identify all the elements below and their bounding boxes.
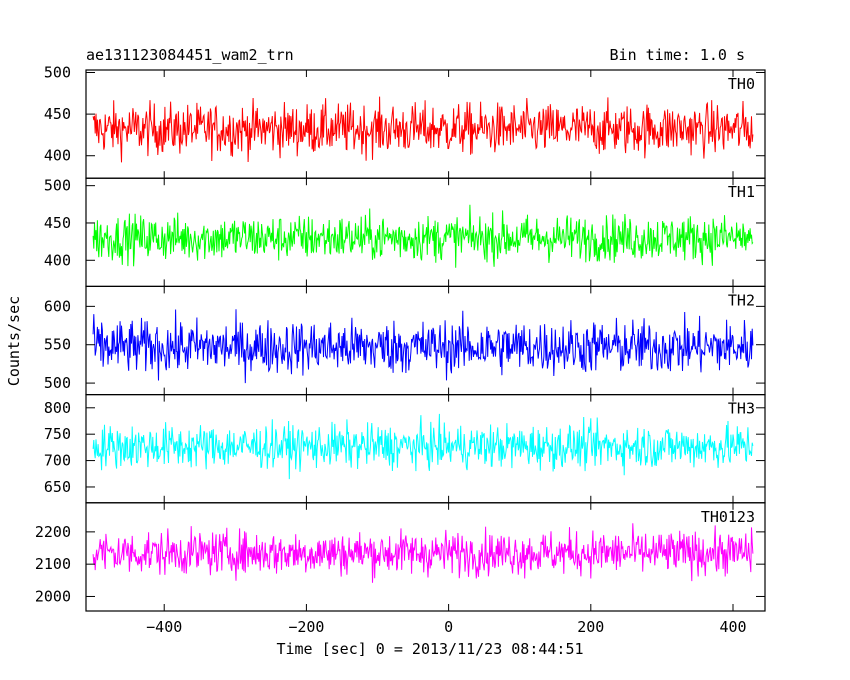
y-tick-label: 400	[44, 251, 71, 269]
x-tick-label: 0	[444, 618, 453, 636]
panel-label-th2: TH2	[728, 291, 755, 309]
series-th3	[92, 413, 754, 480]
series-th0123	[92, 523, 754, 583]
y-tick-label: 700	[44, 452, 71, 470]
y-tick-label: 500	[44, 63, 71, 81]
x-tick-label: −200	[288, 618, 324, 636]
panel-frame-th0123	[85, 502, 766, 612]
series-th1	[92, 204, 754, 268]
x-tick-label: −400	[146, 618, 182, 636]
panel-label-th0123: TH0123	[701, 508, 755, 526]
y-tick-label: 500	[44, 177, 71, 195]
y-tick-label: 2200	[35, 523, 71, 541]
panel-label-th1: TH1	[728, 183, 755, 201]
y-tick-label: 800	[44, 399, 71, 417]
panels-group: 400 450 500 TH0 400 450 500 TH1 500 550 600 TH2 650 7…	[35, 63, 766, 636]
y-tick-label: 650	[44, 478, 71, 496]
x-tick-label: 200	[577, 618, 604, 636]
y-tick-label: 500	[44, 374, 71, 392]
y-tick-label: 450	[44, 214, 71, 232]
y-tick-label: 750	[44, 425, 71, 443]
x-tick-label: 400	[719, 618, 746, 636]
y-tick-label: 2100	[35, 555, 71, 573]
panel-label-th3: TH3	[728, 400, 755, 418]
series-th0	[92, 96, 754, 163]
bin-time-label: Bin time: 1.0 s	[610, 46, 745, 64]
y-axis-label: Counts/sec	[5, 296, 23, 386]
y-tick-label: 400	[44, 147, 71, 165]
chart-title: ae131123084451_wam2_trn	[86, 46, 294, 64]
series-th2	[92, 309, 754, 384]
y-tick-label: 2000	[35, 587, 71, 605]
y-tick-label: 550	[44, 336, 71, 354]
x-axis-label: Time [sec] 0 = 2013/11/23 08:44:51	[276, 640, 583, 658]
y-tick-label: 600	[44, 297, 71, 315]
panel-label-th0: TH0	[728, 75, 755, 93]
y-tick-label: 450	[44, 105, 71, 123]
